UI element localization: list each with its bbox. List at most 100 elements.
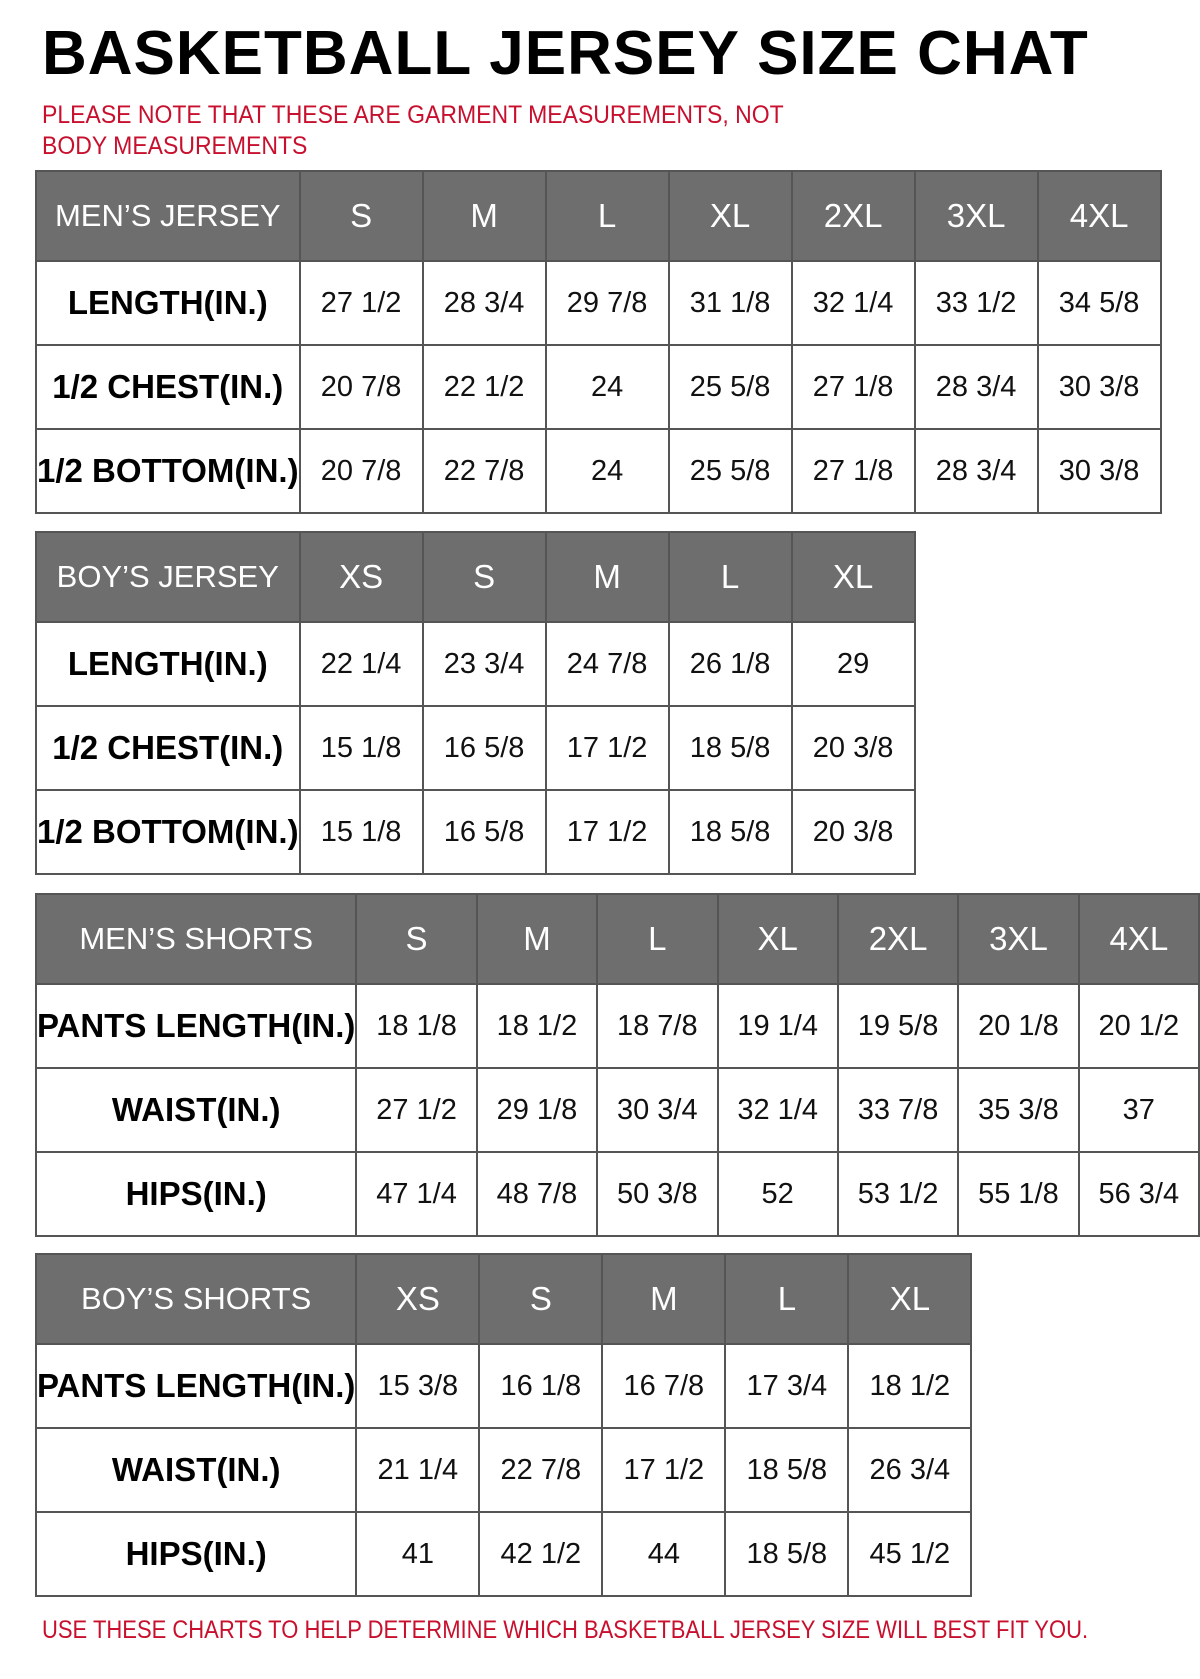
row-label: HIPS(IN.) [34,1511,358,1597]
measurement-cell: 20 3/8 [790,705,916,791]
measurement-cell: 28 3/4 [913,344,1039,430]
row-label: 1/2 CHEST(IN.) [35,705,301,791]
size-header: M [421,170,547,262]
measurement-cell: 20 3/8 [790,789,916,875]
size-header: XL [790,531,916,623]
measurement-cell: 19 1/4 [716,983,839,1069]
size-header: L [724,1253,850,1345]
size-header: M [544,531,670,623]
table-row: HIPS(IN.) 47 1/4 48 7/8 50 3/8 52 53 1/2 55 1/… [34,1151,1200,1237]
table-row: WAIST(IN.) 27 1/2 29 1/8 30 3/4 32 1/4 33 7/8… [34,1067,1200,1153]
size-header: S [478,1253,604,1345]
size-header: XS [298,531,424,623]
measurement-cell: 31 1/8 [667,260,793,346]
measurement-cell: 30 3/8 [1036,344,1162,430]
measurement-cell: 18 5/8 [724,1427,850,1513]
table-header-row: MEN’S SHORTS S M L XL 2XL 3XL 4XL [34,893,1200,985]
measurement-cell: 18 7/8 [596,983,719,1069]
mens-shorts-table: MEN’S SHORTS S M L XL 2XL 3XL 4XL PANTS LENGTH(I… [34,893,1200,1237]
measurement-cell: 56 3/4 [1077,1151,1200,1237]
size-header: XL [847,1253,973,1345]
measurement-cell: 15 3/8 [355,1343,481,1429]
measurement-cell: 27 1/2 [298,260,424,346]
measurement-cell: 33 7/8 [836,1067,960,1153]
size-header: 2XL [836,893,960,985]
measurement-cell: 17 3/4 [724,1343,850,1429]
measurement-cell: 25 5/8 [667,344,793,430]
measurement-cell: 16 5/8 [421,705,547,791]
measurement-cell: 17 1/2 [601,1427,727,1513]
size-header: 4XL [1077,893,1200,985]
measurement-cell: 20 7/8 [298,428,424,514]
row-label: LENGTH(IN.) [35,621,301,707]
measurement-cell: 21 1/4 [355,1427,481,1513]
measurement-cell: 37 [1077,1067,1200,1153]
size-header: S [421,531,547,623]
measurement-cell: 34 5/8 [1036,260,1162,346]
measurement-cell: 45 1/2 [847,1511,973,1597]
measurement-cell: 26 1/8 [667,621,793,707]
table-row: PANTS LENGTH(IN.) 15 3/8 16 1/8 16 7/8 17 3/… [34,1343,973,1429]
table-title: MEN’S JERSEY [35,170,301,262]
table-title: BOY’S JERSEY [35,531,301,623]
measurement-cell: 24 7/8 [544,621,670,707]
size-header: L [667,531,793,623]
table-row: 1/2 BOTTOM(IN.) 20 7/8 22 7/8 24 25 5/8 27 1/… [35,428,1162,514]
measurement-cell: 47 1/4 [355,1151,478,1237]
measurement-cell: 24 [544,428,670,514]
garment-note: PLEASE NOTE THAT THESE ARE GARMENT MEASU… [42,101,784,160]
measurement-cell: 18 1/8 [355,983,478,1069]
size-header: 2XL [790,170,916,262]
row-label: 1/2 CHEST(IN.) [35,344,301,430]
measurement-cell: 23 3/4 [421,621,547,707]
table-header-row: BOY’S SHORTS XS S M L XL [34,1253,973,1345]
measurement-cell: 32 1/4 [716,1067,839,1153]
size-header: 3XL [957,893,1080,985]
measurement-cell: 50 3/8 [596,1151,719,1237]
measurement-cell: 30 3/4 [596,1067,719,1153]
measurement-cell: 27 1/8 [790,344,916,430]
boys-shorts-table: BOY’S SHORTS XS S M L XL PANTS LENGTH(IN.) 15 3… [34,1253,973,1597]
measurement-cell: 16 7/8 [601,1343,727,1429]
measurement-cell: 42 1/2 [478,1511,604,1597]
measurement-cell: 22 7/8 [478,1427,604,1513]
measurement-cell: 28 3/4 [913,428,1039,514]
table-title: BOY’S SHORTS [34,1253,358,1345]
size-header: XL [667,170,793,262]
mens-jersey-table: MEN’S JERSEY S M L XL 2XL 3XL 4XL LENGTH(IN.) 27 … [35,170,1162,514]
measurement-cell: 17 1/2 [544,705,670,791]
measurement-cell: 16 5/8 [421,789,547,875]
measurement-cell: 29 1/8 [475,1067,599,1153]
measurement-cell: 17 1/2 [544,789,670,875]
size-header: M [601,1253,727,1345]
measurement-cell: 41 [355,1511,481,1597]
row-label: WAIST(IN.) [34,1067,358,1153]
measurement-cell: 18 5/8 [724,1511,850,1597]
measurement-cell: 22 1/4 [298,621,424,707]
measurement-cell: 29 7/8 [544,260,670,346]
measurement-cell: 18 5/8 [667,705,793,791]
measurement-cell: 15 1/8 [298,705,424,791]
measurement-cell: 20 1/8 [957,983,1080,1069]
measurement-cell: 35 3/8 [957,1067,1080,1153]
table-header-row: BOY’S JERSEY XS S M L XL [35,531,916,623]
measurement-cell: 22 1/2 [421,344,547,430]
table-row: HIPS(IN.) 41 42 1/2 44 18 5/8 45 1/2 [34,1511,973,1597]
measurement-cell: 52 [716,1151,839,1237]
row-label: PANTS LENGTH(IN.) [34,983,358,1069]
table-row: 1/2 CHEST(IN.) 20 7/8 22 1/2 24 25 5/8 27 1/8… [35,344,1162,430]
measurement-cell: 32 1/4 [790,260,916,346]
row-label: HIPS(IN.) [34,1151,358,1237]
size-header: S [355,893,478,985]
measurement-cell: 53 1/2 [836,1151,960,1237]
measurement-cell: 22 7/8 [421,428,547,514]
size-header: M [475,893,599,985]
measurement-cell: 18 5/8 [667,789,793,875]
measurement-cell: 19 5/8 [836,983,960,1069]
page-title: BASKETBALL JERSEY SIZE CHAT [42,19,1089,88]
table-title: MEN’S SHORTS [34,893,358,985]
measurement-cell: 20 1/2 [1077,983,1200,1069]
measurement-cell: 44 [601,1511,727,1597]
table-row: LENGTH(IN.) 22 1/4 23 3/4 24 7/8 26 1/8 29 [35,621,916,707]
measurement-cell: 24 [544,344,670,430]
